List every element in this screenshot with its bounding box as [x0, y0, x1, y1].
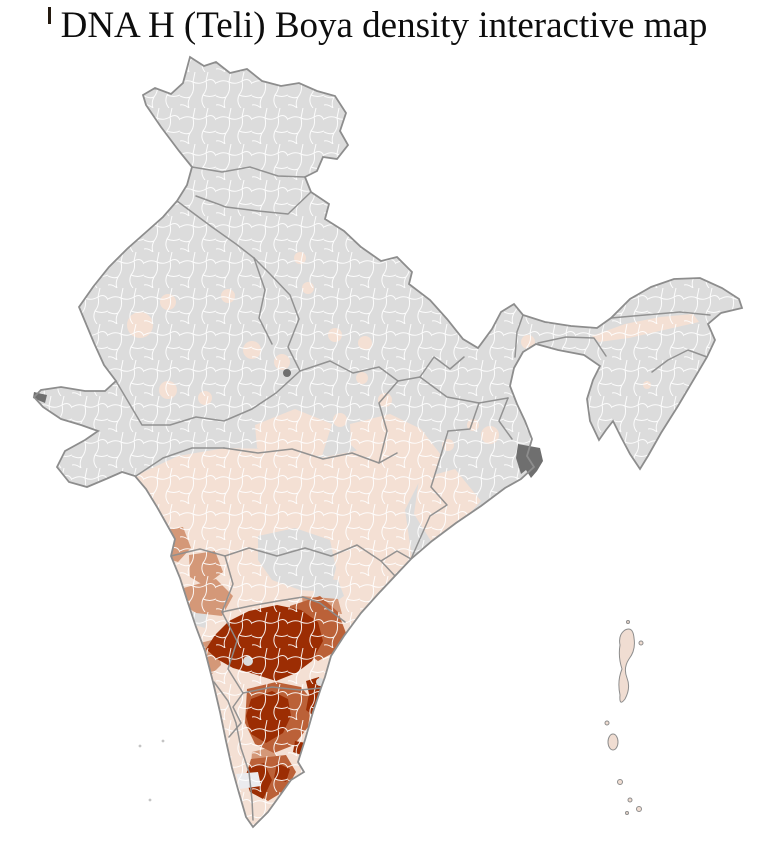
border-haryana-up	[253, 257, 273, 345]
border-jk-south	[191, 166, 306, 178]
border-bengal-sikkim	[514, 314, 524, 358]
border-rajasthan-south	[115, 370, 301, 426]
islet	[617, 779, 623, 785]
region-gwalior-dot[interactable]	[283, 369, 291, 377]
border-jharkhand-odisha	[440, 402, 480, 456]
border-assam-arunachal	[610, 311, 711, 319]
border-karnataka-ap	[221, 555, 244, 694]
state-borders	[115, 166, 711, 821]
border-jharkhand-bengal	[498, 397, 513, 440]
border-maharashtra-south	[170, 544, 396, 577]
islet	[626, 620, 630, 624]
border-karnataka-tn	[228, 692, 244, 738]
islet	[638, 640, 644, 646]
islet	[627, 797, 633, 803]
islet	[625, 811, 629, 815]
andaman-main-island[interactable]	[618, 628, 635, 703]
map-title: DNA H (Teli) Boya density interactive ma…	[60, 5, 708, 46]
region-andaman-nicobar-islands[interactable]	[604, 620, 644, 815]
stray-mark	[48, 7, 51, 24]
border-gujarat-south	[135, 447, 225, 477]
islet	[148, 798, 152, 802]
border-telangana-ap	[221, 596, 346, 623]
border-rajasthan-east	[253, 257, 301, 372]
district-grid-overlay	[34, 57, 742, 827]
region-lakshadweep-islands[interactable]	[138, 739, 165, 802]
border-kerala-east	[213, 681, 254, 821]
border-up-mp	[299, 360, 421, 382]
border-assam-nagaland	[651, 349, 708, 373]
border-tn-ap	[242, 686, 322, 694]
border-bihar-jharkhand	[419, 376, 509, 404]
region-tripura-patch[interactable]	[571, 408, 583, 420]
border-punjab-haryana	[176, 200, 255, 259]
islet	[636, 806, 642, 812]
islet	[161, 739, 165, 743]
border-odisha-west	[410, 454, 448, 560]
border-meghalaya-north	[537, 336, 607, 357]
region-coastal-karnataka[interactable]	[181, 628, 197, 655]
islet	[604, 720, 610, 726]
border-odisha-ap	[380, 550, 412, 562]
andaman-south-island[interactable]	[607, 733, 619, 751]
islet	[138, 744, 142, 748]
border-hp-south	[195, 191, 312, 215]
border-up-bihar	[419, 356, 465, 378]
border-chhattisgarh-west	[378, 380, 399, 464]
